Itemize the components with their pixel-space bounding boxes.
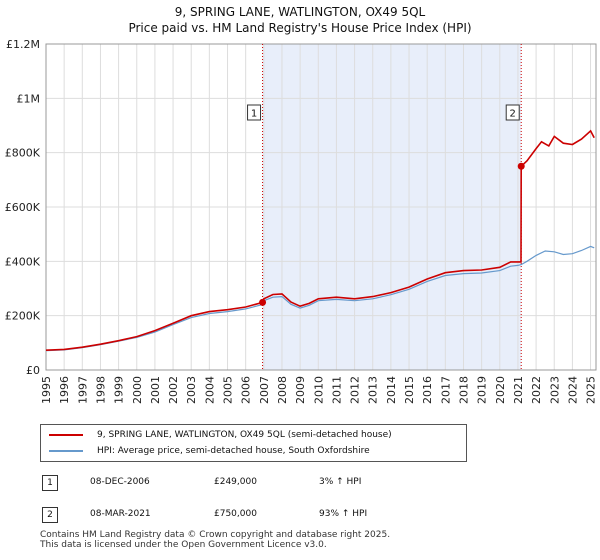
x-tick-label: 1996: [58, 376, 71, 404]
legend-label-price: 9, SPRING LANE, WATLINGTON, OX49 5QL (se…: [97, 430, 392, 440]
y-tick-label: £1.2M: [6, 38, 40, 51]
x-tick-label: 1998: [94, 376, 107, 404]
x-tick-label: 2023: [548, 376, 561, 404]
price-chart: £0 £200K £400K £600K £800K £1M £1.2M 1995 1996 19…: [5, 38, 598, 404]
sale-price: £750,000: [214, 509, 257, 519]
x-tick-label: 2018: [457, 376, 470, 404]
x-tick-label: 2019: [476, 376, 489, 404]
x-tick-label: 2006: [240, 376, 253, 404]
x-tick-label: 2000: [131, 376, 144, 404]
x-tick-label: 2011: [330, 376, 343, 404]
footer: Contains HM Land Registry data © Crown c…: [40, 530, 390, 550]
sale-hpi-change: 93% ↑ HPI: [319, 509, 368, 519]
x-tick-label: 2021: [512, 376, 525, 404]
x-tick-label: 1999: [113, 376, 126, 404]
sale-row: 1 08-DEC-2006 £249,000 3% ↑ HPI: [40, 474, 600, 494]
x-tick-label: 2005: [222, 376, 235, 404]
footer-license: This data is licensed under the Open Gov…: [40, 540, 327, 550]
x-tick-label: 2013: [367, 376, 380, 404]
y-tick-label: £200K: [5, 310, 41, 323]
legend-item-hpi: HPI: Average price, semi-detached house,…: [49, 446, 370, 456]
x-tick-label: 2001: [149, 376, 162, 404]
x-tick-label: 2010: [312, 376, 325, 404]
sale-label-box: [247, 104, 262, 121]
legend-swatch-price: [49, 434, 83, 436]
x-tick-label: 2002: [167, 376, 180, 404]
sale-date: 08-MAR-2021: [90, 509, 151, 519]
x-tick-label: 2003: [185, 376, 198, 404]
x-tick-label: 2015: [403, 376, 416, 404]
x-tick-label: 2008: [276, 376, 289, 404]
x-tick-label: 2007: [258, 376, 271, 404]
x-tick-label: 1997: [76, 376, 89, 404]
sale-point: [517, 162, 525, 170]
x-tick-label: 2004: [203, 376, 216, 404]
legend-label-hpi: HPI: Average price, semi-detached house,…: [97, 446, 370, 456]
y-tick-label: £1M: [17, 92, 41, 105]
y-tick-label: £0: [26, 364, 40, 377]
x-tick-label: 2016: [421, 376, 434, 404]
x-tick-label: 1995: [40, 376, 53, 404]
x-tick-label: 2025: [585, 376, 598, 404]
x-tick-label: 2012: [349, 376, 362, 404]
x-tick-label: 2017: [439, 376, 452, 404]
legend-swatch-hpi: [49, 450, 83, 452]
plot-frame: [45, 43, 597, 371]
sale-number-badge: 2: [42, 507, 58, 523]
y-tick-label: £800K: [5, 147, 41, 160]
sale-price: £249,000: [214, 477, 257, 487]
legend: 9, SPRING LANE, WATLINGTON, OX49 5QL (se…: [40, 424, 467, 462]
chart-subtitle: Price paid vs. HM Land Registry's House …: [128, 21, 472, 35]
sale-label: 2: [510, 109, 516, 120]
y-tick-label: £600K: [5, 201, 41, 214]
price-paid-line: [45, 129, 595, 351]
legend-item-price: 9, SPRING LANE, WATLINGTON, OX49 5QL (se…: [49, 430, 392, 440]
x-tick-label: 2009: [294, 376, 307, 404]
sale-number-badge: 1: [42, 475, 58, 491]
x-tick-label: 2020: [494, 376, 507, 404]
hpi-line: [45, 245, 595, 352]
footer-copyright: Contains HM Land Registry data © Crown c…: [40, 530, 391, 540]
x-tick-label: 2022: [530, 376, 543, 404]
sale-label: 1: [251, 109, 257, 120]
sale-row: 2 08-MAR-2021 £750,000 93% ↑ HPI: [40, 506, 600, 526]
y-tick-label: £400K: [5, 255, 41, 268]
sale-hpi-change: 3% ↑ HPI: [319, 477, 362, 487]
x-tick-label: 2024: [566, 376, 579, 404]
chart-title: 9, SPRING LANE, WATLINGTON, OX49 5QL: [174, 5, 426, 19]
sale-label-box: [505, 104, 520, 121]
x-tick-label: 2014: [385, 376, 398, 404]
sale-date: 08-DEC-2006: [90, 477, 150, 487]
sale-point: [259, 298, 267, 306]
